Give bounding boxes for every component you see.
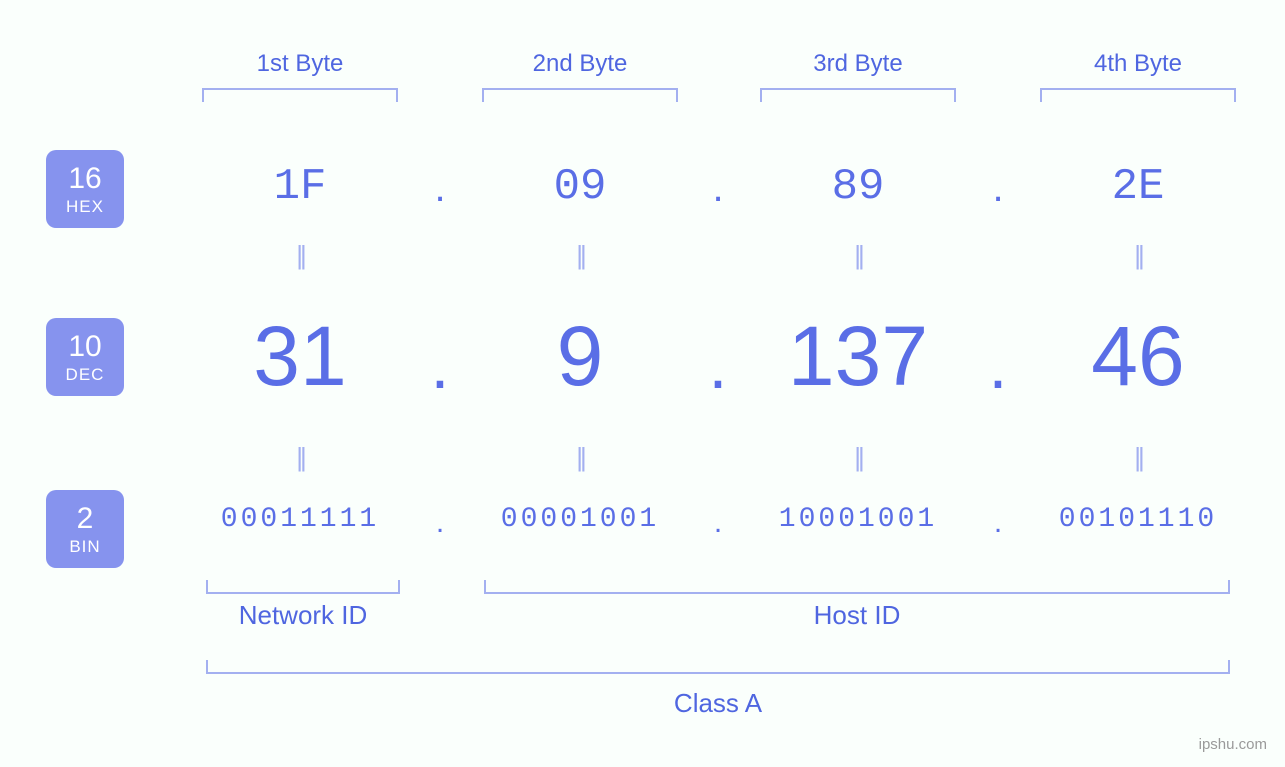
watermark: ipshu.com	[1199, 736, 1267, 753]
equals-dec-bin-3: ||	[838, 442, 878, 473]
bin-dot-2: .	[703, 506, 733, 540]
dec-byte-4: 46	[1008, 308, 1268, 405]
byte-header-2: 2nd Byte	[480, 50, 680, 78]
dec-dot-1: .	[420, 326, 460, 404]
hex-dot-1: .	[425, 166, 455, 211]
equals-dec-bin-4: ||	[1118, 442, 1158, 473]
dec-dot-2: .	[698, 326, 738, 404]
badge-bin-num: 2	[77, 504, 94, 534]
badge-dec-txt: DEC	[66, 366, 105, 383]
equals-dec-bin-1: ||	[280, 442, 320, 473]
network-id-label: Network ID	[203, 600, 403, 631]
badge-hex-num: 16	[68, 164, 101, 194]
hex-byte-1: 1F	[190, 162, 410, 212]
equals-hex-dec-2: ||	[560, 240, 600, 271]
byte-header-1: 1st Byte	[200, 50, 400, 78]
badge-bin-txt: BIN	[69, 538, 100, 555]
dec-dot-3: .	[978, 326, 1018, 404]
top-bracket-3	[760, 88, 956, 102]
badge-dec: 10 DEC	[46, 318, 124, 396]
dec-byte-1: 31	[170, 308, 430, 405]
hex-byte-2: 09	[470, 162, 690, 212]
badge-hex: 16 HEX	[46, 150, 124, 228]
top-bracket-2	[482, 88, 678, 102]
host-id-label: Host ID	[757, 600, 957, 631]
dec-byte-3: 137	[728, 308, 988, 405]
bin-dot-3: .	[983, 506, 1013, 540]
byte-header-4: 4th Byte	[1038, 50, 1238, 78]
hex-dot-2: .	[703, 166, 733, 211]
equals-hex-dec-1: ||	[280, 240, 320, 271]
hex-byte-3: 89	[748, 162, 968, 212]
host-id-bracket	[484, 580, 1230, 594]
badge-dec-num: 10	[68, 332, 101, 362]
badge-hex-txt: HEX	[66, 198, 104, 215]
hex-dot-3: .	[983, 166, 1013, 211]
equals-hex-dec-4: ||	[1118, 240, 1158, 271]
equals-hex-dec-3: ||	[838, 240, 878, 271]
network-id-bracket	[206, 580, 400, 594]
bin-byte-4: 00101110	[1013, 504, 1263, 535]
dec-byte-2: 9	[450, 308, 710, 405]
byte-header-3: 3rd Byte	[758, 50, 958, 78]
top-bracket-1	[202, 88, 398, 102]
hex-byte-4: 2E	[1028, 162, 1248, 212]
equals-dec-bin-2: ||	[560, 442, 600, 473]
bin-byte-2: 00001001	[455, 504, 705, 535]
bin-byte-1: 00011111	[175, 504, 425, 535]
bin-byte-3: 10001001	[733, 504, 983, 535]
class-bracket	[206, 660, 1230, 674]
badge-bin: 2 BIN	[46, 490, 124, 568]
top-bracket-4	[1040, 88, 1236, 102]
class-label: Class A	[618, 688, 818, 719]
bin-dot-1: .	[425, 506, 455, 540]
